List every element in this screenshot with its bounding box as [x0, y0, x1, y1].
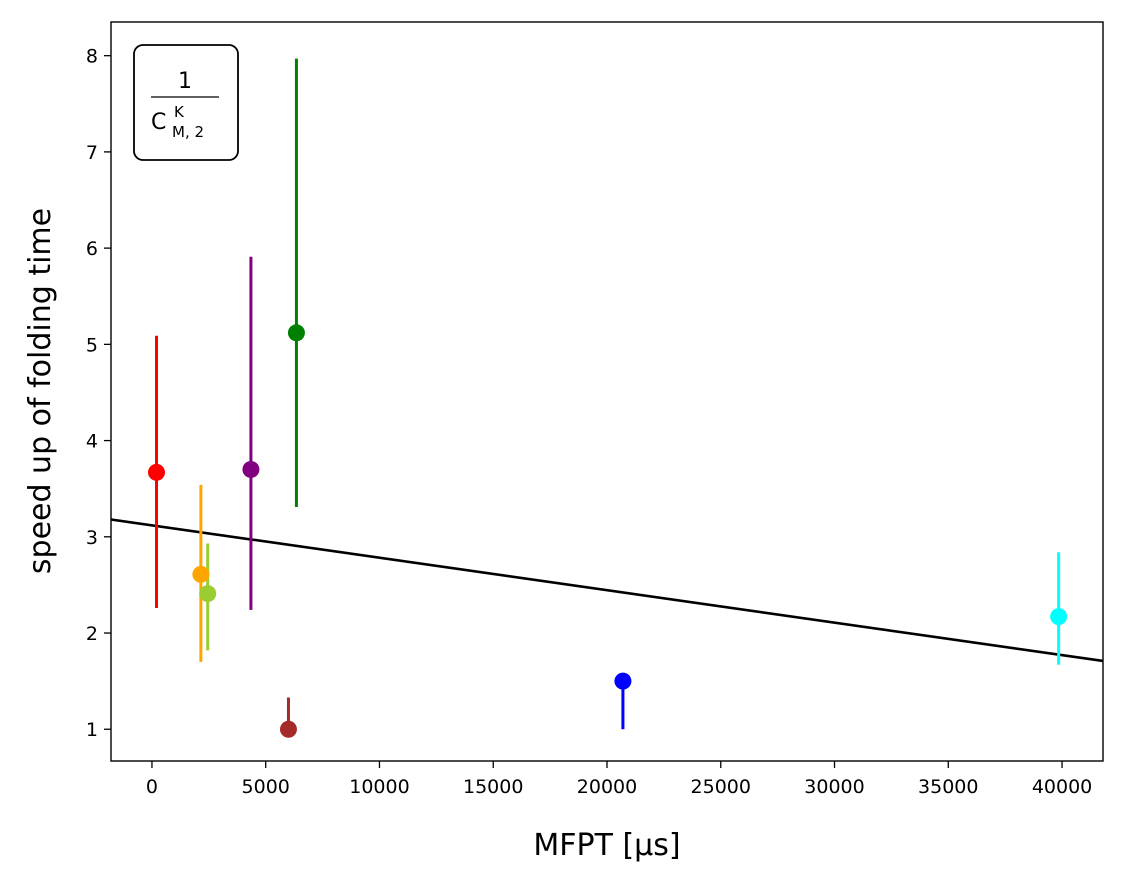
y-tick-label-6: 7: [86, 142, 98, 164]
data-point-3: [242, 460, 260, 478]
data-point-4: [279, 720, 297, 738]
x-tick-label-7: 35000: [918, 776, 978, 798]
data-point-2: [199, 585, 217, 603]
annotation-numerator: 1: [178, 69, 192, 94]
annotation-subscript: M, 2: [172, 123, 204, 141]
x-axis-label: MFPT [µs]: [533, 828, 680, 863]
x-tick-label-2: 10000: [349, 776, 409, 798]
x-tick-label-1: 5000: [242, 776, 290, 798]
annotation-base: C: [151, 110, 166, 135]
x-tick-label-3: 15000: [463, 776, 523, 798]
data-point-5: [287, 324, 305, 342]
x-tick-label-6: 30000: [804, 776, 864, 798]
y-tick-label-5: 6: [86, 238, 98, 260]
data-point-0: [148, 463, 166, 481]
data-point-6: [614, 672, 632, 690]
y-tick-label-7: 8: [86, 46, 98, 68]
y-tick-label-0: 1: [86, 719, 98, 741]
data-point-7: [1050, 608, 1068, 626]
fit-line: [110, 518, 1104, 663]
x-tick-label-5: 25000: [691, 776, 751, 798]
x-tick-label-4: 20000: [577, 776, 637, 798]
y-tick-label-3: 4: [86, 431, 98, 453]
data-point-1: [192, 565, 210, 583]
y-tick-label-1: 2: [86, 623, 98, 645]
x-tick-label-8: 40000: [1032, 776, 1092, 798]
y-tick-label-4: 5: [86, 334, 98, 356]
y-axis-label: speed up of folding time: [23, 208, 58, 574]
annotation-box: 1 C K M, 2: [133, 44, 239, 161]
y-tick-label-2: 3: [86, 527, 98, 549]
x-tick-label-0: 0: [146, 776, 158, 798]
annotation-superscript: K: [174, 103, 185, 121]
